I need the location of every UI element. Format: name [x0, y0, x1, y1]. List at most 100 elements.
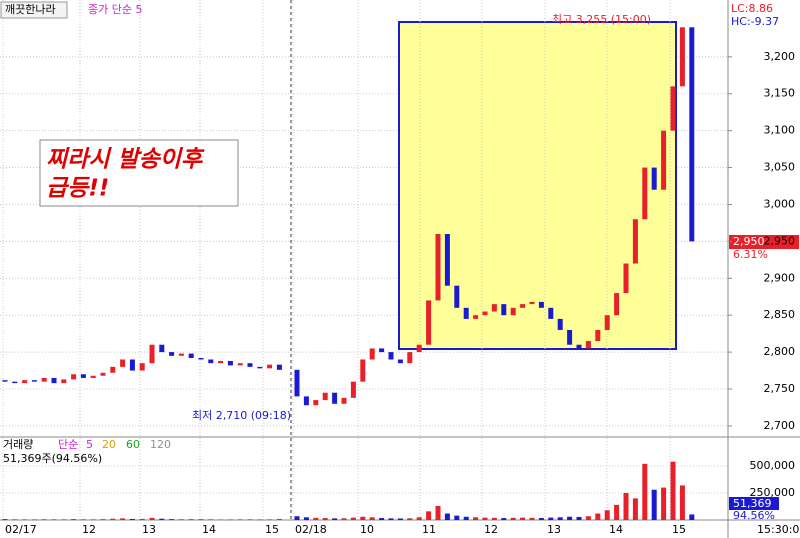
- volume-bar: [313, 517, 319, 520]
- volume-bar: [510, 517, 516, 520]
- volume-bar: [276, 519, 282, 520]
- candle: [159, 344, 165, 353]
- candle: [538, 301, 544, 308]
- volume-summary: 51,369주(94.56%): [3, 452, 102, 465]
- volume-bar: [267, 519, 273, 520]
- volume-bar: [139, 518, 145, 520]
- candle: [247, 363, 253, 367]
- x-tick-label: 10: [360, 523, 374, 536]
- volume-bar: [12, 519, 18, 520]
- volume-bar: [435, 505, 441, 520]
- x-tick-label: 13: [547, 523, 561, 536]
- volume-bar: [604, 510, 610, 520]
- candle: [360, 359, 366, 382]
- volume-bar: [247, 519, 253, 520]
- lc-label: LC:8.86: [731, 2, 773, 15]
- candle: [208, 359, 214, 364]
- volume-bar: [632, 498, 638, 520]
- volume-bar: [178, 519, 184, 520]
- volume-bar: [2, 519, 8, 520]
- candle: [454, 285, 460, 308]
- candle: [689, 27, 695, 242]
- volume-bar: [576, 516, 582, 520]
- candle: [71, 374, 77, 380]
- volume-bar: [208, 519, 214, 520]
- volume-indicator: 단순: [58, 438, 78, 451]
- hc-label: HC:-9.37: [731, 15, 779, 28]
- volume-bar: [463, 516, 469, 520]
- chart-title: 깨끗한나라: [5, 3, 56, 16]
- candle: [482, 311, 488, 316]
- candle: [110, 366, 116, 373]
- candle: [463, 307, 469, 319]
- volume-bar: [100, 519, 106, 520]
- volume-bar: [120, 518, 126, 520]
- volume-bar: [350, 517, 356, 520]
- annotation-box: [39, 139, 239, 207]
- candle: [604, 315, 610, 330]
- candle: [61, 379, 67, 384]
- volume-bar: [670, 461, 676, 520]
- candle: [294, 369, 300, 397]
- candle: [501, 304, 507, 316]
- volume-bar: [473, 517, 479, 520]
- y-tick-label: 2,700: [764, 419, 796, 432]
- candle: [491, 304, 497, 312]
- annotation: 급등!!: [46, 176, 109, 202]
- change: 6.31%: [733, 248, 768, 261]
- candle: [642, 167, 648, 220]
- volume-bar: [529, 517, 535, 520]
- candle: [12, 381, 18, 384]
- end-time: 15:30:00: [757, 523, 800, 536]
- candle: [267, 364, 273, 369]
- candle: [397, 359, 403, 364]
- volume-bar: [22, 519, 28, 520]
- indicator: 종가 단순 5: [88, 3, 142, 16]
- volume-bar: [661, 487, 667, 520]
- candle: [576, 344, 582, 349]
- candle: [169, 352, 175, 356]
- volume-bar: [407, 518, 413, 520]
- volume-bar: [80, 519, 86, 520]
- candle: [257, 366, 263, 369]
- ma-legend: 20: [102, 438, 116, 451]
- candle: [198, 358, 204, 360]
- last-volume-pct: 94.56%: [733, 509, 775, 522]
- volume-bar: [679, 485, 685, 520]
- y-tick-label: 2,750: [764, 382, 796, 395]
- candle: [149, 344, 155, 364]
- volume-bar: [426, 511, 432, 520]
- volume-bar: [188, 519, 194, 520]
- volume-bar: [237, 519, 243, 520]
- candle: [473, 315, 479, 319]
- last-price: 2,950: [733, 235, 765, 248]
- volume-bar: [294, 516, 300, 520]
- candle: [188, 353, 194, 359]
- candle: [623, 263, 629, 294]
- candle: [407, 352, 413, 364]
- y-tick-label: 250,000: [750, 486, 796, 499]
- y-tick-label: 3,150: [764, 87, 796, 100]
- candle: [120, 359, 126, 367]
- volume-bar: [538, 518, 544, 520]
- y-tick-label: 500,000: [750, 459, 796, 472]
- x-tick-label: 14: [609, 523, 623, 536]
- volume-bar: [159, 518, 165, 520]
- candle: [557, 318, 563, 330]
- candle: [100, 372, 106, 376]
- volume-bar: [454, 515, 460, 520]
- x-tick-label: 14: [202, 523, 216, 536]
- candle: [90, 375, 96, 378]
- volume-bar: [585, 516, 591, 520]
- candle: [548, 307, 554, 319]
- volume-bar: [651, 489, 657, 520]
- volume-bar: [642, 463, 648, 520]
- candle: [129, 359, 135, 371]
- candle: [218, 360, 224, 364]
- y-tick-label: 2,900: [764, 271, 796, 284]
- volume-bar: [482, 517, 488, 520]
- volume-bar: [501, 518, 507, 520]
- volume-bar: [51, 519, 57, 520]
- title-box: [0, 1, 68, 19]
- candle: [369, 348, 375, 360]
